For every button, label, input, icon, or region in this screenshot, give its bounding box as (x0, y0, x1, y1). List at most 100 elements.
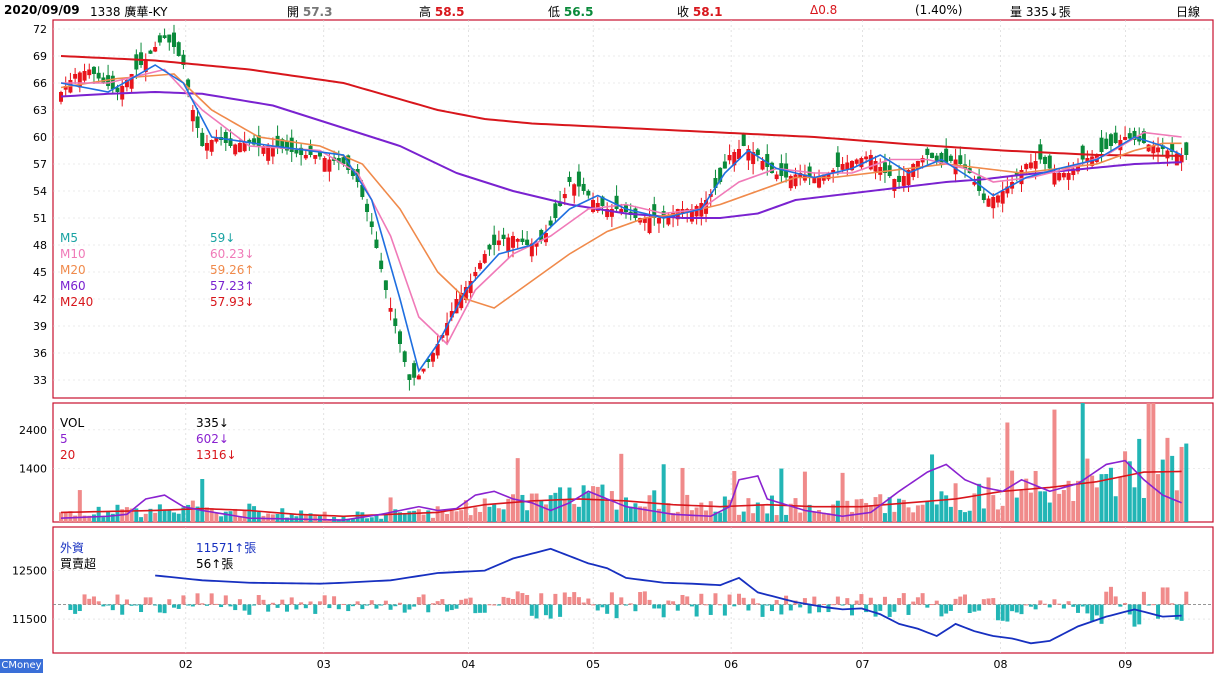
volume-bar (369, 517, 374, 522)
netbuy-bar (153, 604, 158, 606)
netbuy-bar (845, 598, 850, 605)
candle-body (605, 209, 610, 218)
netbuy-bar (393, 604, 398, 607)
netbuy-bar (82, 594, 87, 605)
volume-bar (1146, 403, 1151, 522)
netbuy-bar (186, 604, 191, 606)
volume-bar (426, 510, 431, 522)
volume-bar (807, 504, 812, 522)
volume-bar (101, 517, 106, 522)
volume-bar (280, 508, 285, 522)
volume-bar (845, 500, 850, 522)
netbuy-bar (336, 604, 341, 610)
volume-bar (143, 513, 148, 522)
candle-body (360, 184, 365, 197)
netbuy-bar (223, 595, 228, 605)
candle-body (379, 260, 384, 269)
volume-bar (59, 512, 63, 522)
candle-body (788, 176, 793, 189)
price-tick-label: 42 (33, 293, 47, 306)
volume-bar (398, 512, 402, 522)
volume-bar (718, 512, 723, 522)
price-tick-label: 63 (33, 104, 47, 117)
netbuy-bar (633, 604, 638, 612)
volume-bar (430, 517, 435, 522)
netbuy-bar (247, 604, 252, 615)
candle-body (190, 110, 195, 122)
price-tick-label: 69 (33, 50, 47, 63)
candle-body (718, 167, 723, 182)
candle-body (1179, 155, 1184, 163)
volume-bar (407, 511, 412, 522)
netbuy-bar (148, 597, 153, 605)
netbuy-bar (722, 604, 727, 616)
netbuy-bar (788, 604, 793, 611)
volume-bar (317, 515, 322, 522)
netbuy-bar (1085, 604, 1090, 614)
volume-tick-label: 2400 (19, 424, 47, 437)
volume-bar (614, 509, 619, 522)
netbuy-bar (482, 604, 487, 613)
netbuy-bar (143, 597, 148, 605)
candle-body (1033, 161, 1038, 169)
volume-bar (1076, 480, 1080, 522)
netbuy-bar (195, 593, 200, 605)
volume-bar (553, 492, 558, 522)
netbuy-bar (1038, 600, 1043, 605)
netbuy-bar (675, 604, 680, 611)
volume-bar (934, 504, 939, 522)
volume-bar (765, 513, 770, 522)
netbuy-bar (887, 604, 892, 617)
netbuy-bar (134, 604, 139, 606)
candle-body (96, 72, 101, 79)
netbuy-bar (1005, 604, 1010, 622)
netbuy-bar (685, 596, 690, 605)
volume-bar (1047, 502, 1052, 522)
volume-bar (520, 494, 525, 522)
candle-body (214, 137, 219, 142)
volume-bar (1184, 443, 1189, 522)
netbuy-bar (967, 604, 972, 613)
candle-body (449, 311, 454, 318)
netbuy-bar (270, 602, 275, 605)
volume-bar (388, 497, 393, 522)
candle-body (1146, 144, 1151, 152)
volume-bar (487, 506, 492, 522)
netbuy-bar (1160, 587, 1165, 605)
candle-body (1151, 146, 1156, 154)
netbuy-bar (440, 599, 445, 605)
candle-body (614, 195, 619, 209)
netbuy-bar (101, 604, 106, 607)
price-tick-label: 72 (33, 23, 47, 36)
candle-body (496, 240, 501, 246)
candle-body (548, 220, 553, 226)
header-stock: 1338 廣華-KY (90, 5, 168, 19)
volume-bar (1014, 497, 1019, 522)
netbuy-bar (350, 604, 355, 607)
volume-bar (148, 508, 153, 522)
candle-body (520, 238, 525, 242)
panel-frame-1 (52, 402, 1214, 523)
volume-bar (402, 514, 407, 522)
netbuy-bar (1024, 604, 1029, 606)
netbuy-bar (1104, 591, 1109, 605)
volume-bar (186, 504, 191, 522)
candle-body (1080, 145, 1085, 160)
candle-body (143, 60, 148, 72)
netbuy-bar (1000, 604, 1005, 621)
netbuy-bar (835, 596, 840, 605)
candle-body (619, 209, 624, 213)
netbuy-bar (572, 592, 577, 605)
netbuy-bar (868, 597, 873, 605)
netbuy-bar (181, 595, 186, 605)
netbuy-bar (765, 604, 770, 606)
netbuy-bar (817, 604, 822, 613)
netbuy-bar (591, 604, 596, 606)
candle-body (430, 353, 435, 362)
candle-body (859, 158, 864, 168)
netbuy-bar (308, 601, 313, 605)
netbuy-bar (558, 604, 563, 617)
candle-body (322, 158, 327, 172)
volume-bar (897, 498, 902, 522)
volume-bar (628, 506, 633, 522)
